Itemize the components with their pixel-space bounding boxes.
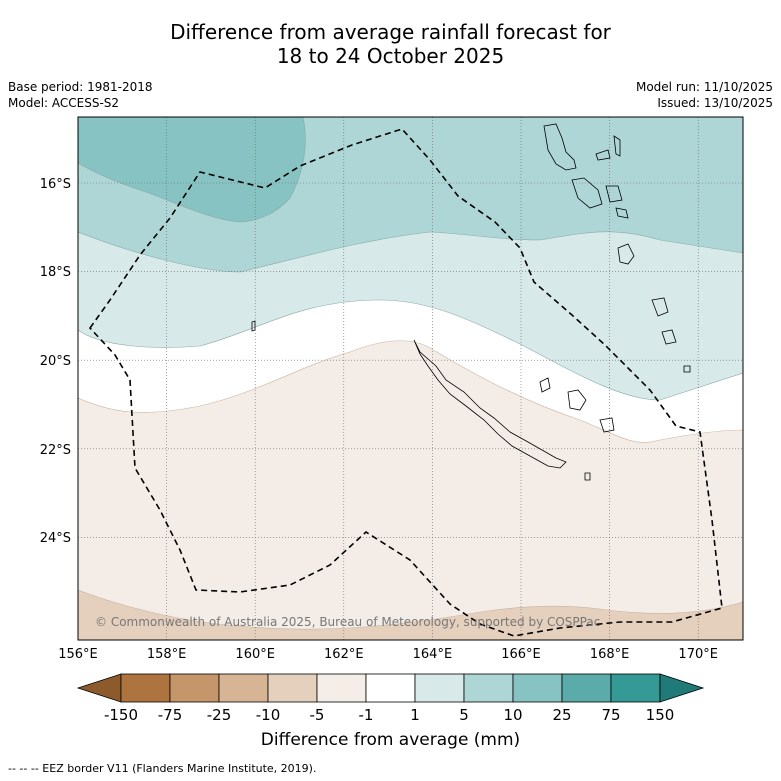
copyright-text: © Commonwealth of Australia 2025, Bureau… xyxy=(95,615,600,629)
map-title-line2: 18 to 24 October 2025 xyxy=(276,44,505,68)
lon-label: 158°E xyxy=(147,647,187,662)
colorbar-ticks: -150 -75 -25 -10 -5 -1 1 5 10 25 75 150 xyxy=(104,706,674,724)
colorbar-tick: -25 xyxy=(207,706,232,724)
lon-label: 166°E xyxy=(501,647,541,662)
colorbar-segment xyxy=(463,673,514,703)
colorbar-tick: 10 xyxy=(503,706,522,724)
contour-lines xyxy=(78,117,743,401)
lon-label: 168°E xyxy=(590,647,630,662)
colorbar-segment xyxy=(218,673,269,703)
longitude-labels: 156°E 158°E 160°E 162°E 164°E 166°E 168°… xyxy=(58,647,718,662)
lon-label: 160°E xyxy=(235,647,275,662)
colorbar-segment xyxy=(120,673,171,703)
colorbar-segment xyxy=(316,673,367,703)
lon-label: 156°E xyxy=(58,647,98,662)
zone-1-5 xyxy=(78,231,743,640)
lat-label: 18°S xyxy=(40,265,71,280)
new-caledonia-coast xyxy=(413,339,567,469)
lat-label: 20°S xyxy=(40,354,71,369)
map-frame xyxy=(77,116,744,641)
colorbar-tick: 1 xyxy=(410,706,420,724)
colorbar-tick: -10 xyxy=(256,706,281,724)
lat-label: 16°S xyxy=(40,177,71,192)
zone-minus5-10 xyxy=(78,590,743,640)
zone-5-10 xyxy=(78,117,743,640)
eez-legend: -- -- -- EEZ border V11 (Flanders Marine… xyxy=(8,762,317,775)
map-title-line1: Difference from average rainfall forecas… xyxy=(170,20,611,44)
colorbar-segment xyxy=(561,673,612,703)
vanuatu-coast xyxy=(543,123,691,373)
colorbar-tick: -1 xyxy=(359,706,374,724)
latitude-labels: 16°S 18°S 20°S 22°S 24°S xyxy=(40,177,71,546)
lon-label: 162°E xyxy=(324,647,364,662)
colorbar-segment xyxy=(512,673,563,703)
colorbar-tick: 25 xyxy=(552,706,571,724)
colorbar xyxy=(76,673,705,703)
lon-label: 164°E xyxy=(413,647,453,662)
coastlines xyxy=(251,123,691,481)
colorbar-segment xyxy=(169,673,220,703)
rainfall-anomaly-field: © Commonwealth of Australia 2025, Bureau… xyxy=(78,117,743,640)
zone-neutral xyxy=(78,300,743,640)
lon-label: 170°E xyxy=(678,647,718,662)
meta-left: Base period: 1981-2018 Model: ACCESS-S2 xyxy=(8,79,153,111)
meta-right: Model run: 11/10/2025 Issued: 13/10/2025 xyxy=(636,79,773,111)
loyalty-islands-coast xyxy=(539,377,615,433)
contour-lines-brown xyxy=(78,340,743,630)
colorbar-tick: 5 xyxy=(459,706,469,724)
lat-label: 24°S xyxy=(40,531,71,546)
base-period: Base period: 1981-2018 xyxy=(8,80,153,94)
colorbar-tick: -5 xyxy=(310,706,325,724)
colorbar-label: Difference from average (mm) xyxy=(260,730,521,750)
graticule xyxy=(78,117,743,640)
colorbar-tick: 75 xyxy=(601,706,620,724)
eez-border xyxy=(88,128,723,637)
issued-date: Issued: 13/10/2025 xyxy=(657,96,773,110)
colorbar-tick: 150 xyxy=(646,706,675,724)
model-name: Model: ACCESS-S2 xyxy=(8,96,120,110)
colorbar-segment xyxy=(414,673,465,703)
zone-10-25 xyxy=(78,117,306,222)
colorbar-segment xyxy=(267,673,318,703)
colorbar-segment xyxy=(610,673,661,703)
lat-label: 22°S xyxy=(40,443,71,458)
colorbar-cap-low xyxy=(76,673,122,703)
colorbar-tick: -150 xyxy=(104,706,138,724)
zone-minus1-5 xyxy=(78,340,743,640)
model-run: Model run: 11/10/2025 xyxy=(635,80,773,94)
colorbar-segment xyxy=(365,673,416,703)
colorbar-cap-high xyxy=(659,673,705,703)
colorbar-tick: -75 xyxy=(158,706,183,724)
islet-small xyxy=(251,320,591,481)
